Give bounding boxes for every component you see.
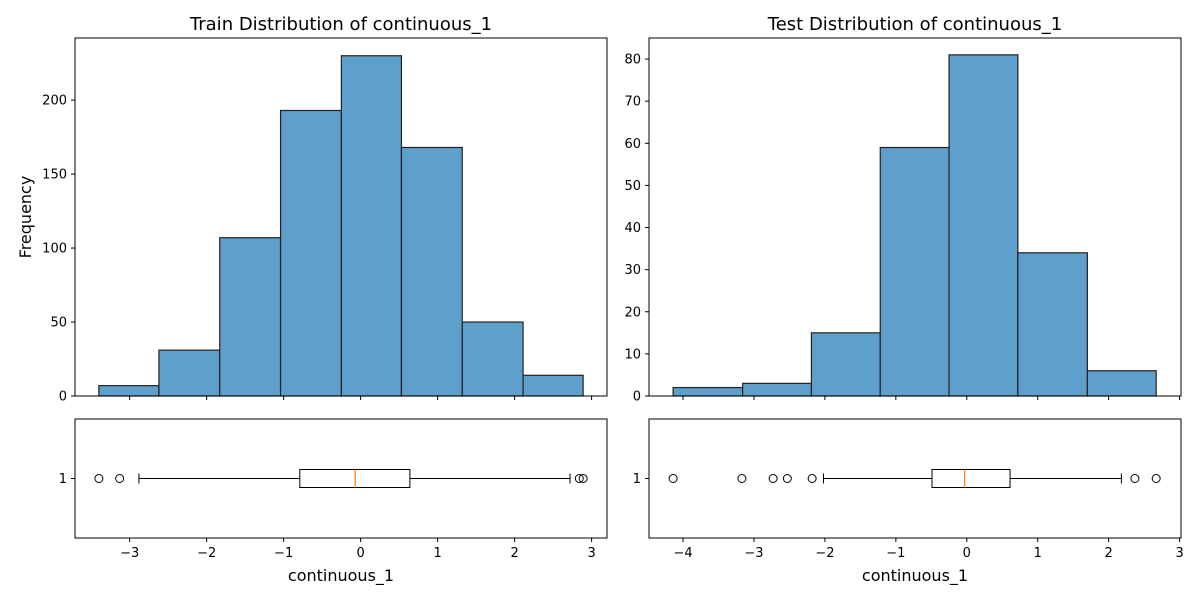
test-boxplot-panel: −4 −3 −2 −1 0 1 2 3 1 continuous_1 bbox=[633, 418, 1184, 586]
test-boxplot-ytick-label: 1 bbox=[633, 472, 641, 487]
test-boxplot-xlabel: continuous_1 bbox=[862, 566, 968, 586]
train-boxplot-outlier bbox=[578, 474, 588, 483]
test-boxplot-xtick-label: 3 bbox=[1175, 546, 1183, 561]
train-histogram-title: Train Distribution of continuous_1 bbox=[189, 14, 492, 35]
train-histogram-frame bbox=[74, 37, 608, 397]
train-boxplot-xtick-label: −2 bbox=[197, 546, 216, 561]
test-histogram-bar bbox=[1086, 370, 1157, 397]
test-histogram-ytick-label: 10 bbox=[624, 347, 641, 362]
train-boxplot-xtick-label: −1 bbox=[274, 546, 293, 561]
train-boxplot-panel: −3 −2 −1 0 1 2 3 1 continuous_1 bbox=[59, 418, 608, 586]
test-boxplot-xtick-label: 0 bbox=[963, 546, 971, 561]
test-histogram-title: Test Distribution of continuous_1 bbox=[767, 14, 1062, 35]
train-histogram-bar bbox=[279, 109, 342, 397]
train-boxplot-xtick-label: 2 bbox=[510, 546, 518, 561]
train-boxplot-xtick-label: 0 bbox=[356, 546, 364, 561]
train-histogram-bar bbox=[98, 385, 160, 397]
train-histogram-ytick-label: 150 bbox=[42, 168, 67, 183]
train-histogram-bar bbox=[219, 237, 282, 397]
test-boxplot-xtick-label: −3 bbox=[744, 546, 763, 561]
test-boxplot-box bbox=[931, 469, 1011, 488]
test-boxplot-outlier bbox=[668, 474, 678, 483]
train-boxplot-xtick-label: 1 bbox=[433, 546, 441, 561]
train-histogram-ytick-label: 100 bbox=[42, 242, 67, 257]
test-histogram-bar bbox=[810, 332, 881, 397]
train-boxplot-xtick-label: 3 bbox=[587, 546, 595, 561]
test-boxplot-xtick-label: −1 bbox=[886, 546, 905, 561]
train-histogram-bar bbox=[461, 321, 524, 397]
test-boxplot-outlier bbox=[1151, 474, 1161, 483]
train-boxplot-xtick-label: −3 bbox=[120, 546, 139, 561]
train-boxplot-ytick-label: 1 bbox=[59, 472, 67, 487]
train-boxplot-outlier bbox=[115, 474, 125, 483]
train-boxplot-outlier bbox=[94, 474, 104, 483]
test-histogram-panel: 0 10 20 30 40 50 60 70 80 Test Distribution of c… bbox=[624, 14, 1182, 405]
test-boxplot-xtick-label: −4 bbox=[673, 546, 692, 561]
train-boxplot-xlabel: continuous_1 bbox=[288, 566, 394, 586]
test-histogram-bar bbox=[948, 54, 1019, 397]
test-histogram-ytick-label: 30 bbox=[624, 263, 641, 278]
test-boxplot-xtick-label: −2 bbox=[815, 546, 834, 561]
test-histogram-ytick-label: 70 bbox=[624, 95, 641, 110]
test-histogram-ytick-label: 80 bbox=[624, 53, 641, 68]
test-histogram-frame bbox=[648, 37, 1182, 397]
test-boxplot-xtick-label: 1 bbox=[1034, 546, 1042, 561]
test-histogram-bar bbox=[1017, 252, 1088, 397]
train-histogram-bar bbox=[400, 146, 463, 397]
test-histogram-ytick-label: 40 bbox=[624, 221, 641, 236]
train-histogram-bar bbox=[522, 374, 584, 397]
test-boxplot-outlier bbox=[782, 474, 792, 483]
test-histogram-bar bbox=[879, 146, 950, 397]
test-boxplot-outlier bbox=[807, 474, 817, 483]
train-histogram-panel: 0 50 100 150 200 Train Distribution of conti… bbox=[16, 14, 608, 405]
train-histogram-bar bbox=[158, 349, 221, 397]
train-histogram-ytick-label: 50 bbox=[50, 316, 67, 331]
test-histogram-ytick-label: 50 bbox=[624, 179, 641, 194]
test-boxplot-outlier bbox=[1130, 474, 1140, 483]
train-histogram-ylabel: Frequency bbox=[16, 176, 35, 259]
test-boxplot-outlier bbox=[737, 474, 747, 483]
test-histogram-ytick-label: 0 bbox=[633, 390, 641, 405]
test-histogram-bar bbox=[742, 382, 813, 397]
train-histogram-ytick-label: 200 bbox=[42, 94, 67, 109]
train-histogram-ytick-label: 0 bbox=[59, 390, 67, 405]
test-histogram-ytick-label: 20 bbox=[624, 305, 641, 320]
test-histogram-bar bbox=[672, 386, 744, 397]
train-histogram-bar bbox=[340, 55, 403, 397]
test-boxplot-xtick-label: 2 bbox=[1105, 546, 1113, 561]
test-boxplot-outlier bbox=[768, 474, 778, 483]
test-histogram-ytick-label: 60 bbox=[624, 137, 641, 152]
train-boxplot-outlier bbox=[574, 474, 584, 483]
